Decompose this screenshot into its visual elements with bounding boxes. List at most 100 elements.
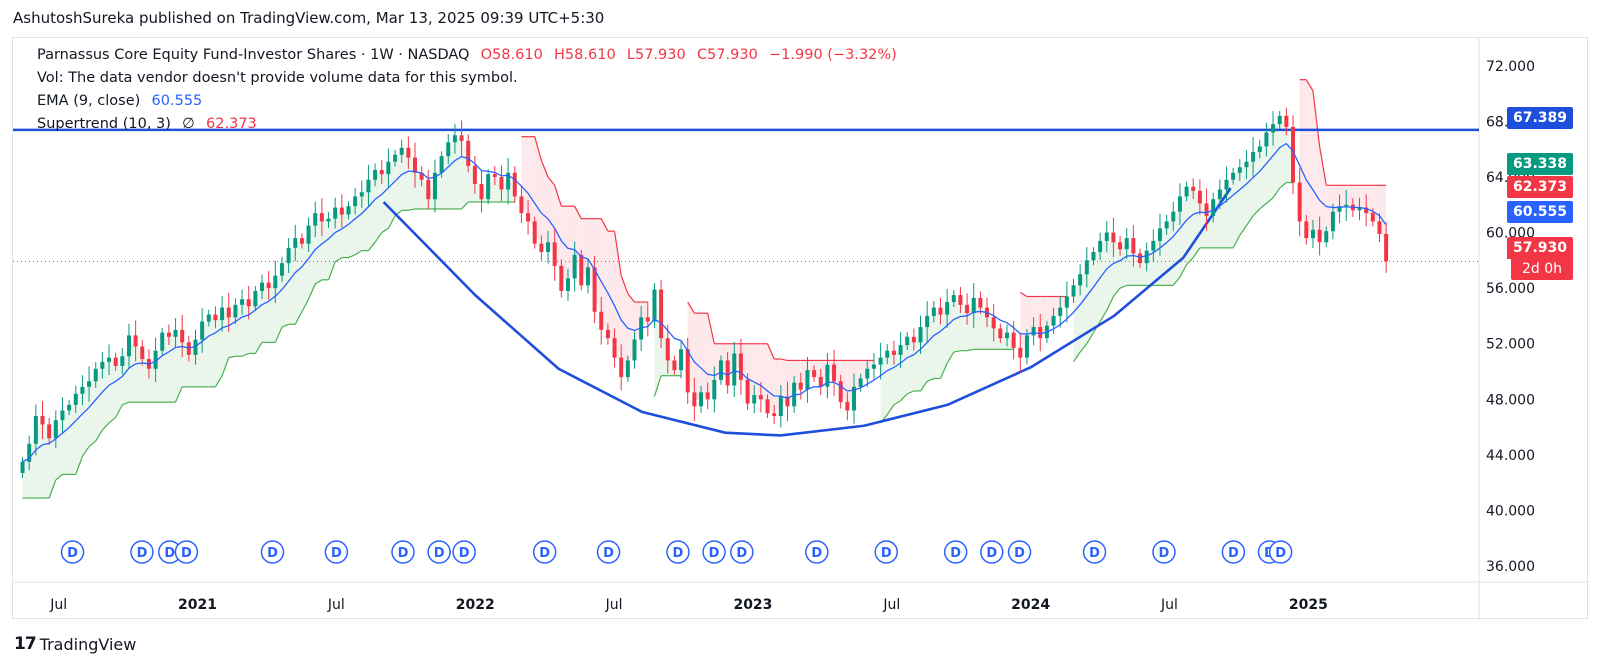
candle-up xyxy=(60,410,65,421)
legend-supertrend-value: 62.373 xyxy=(206,116,257,132)
supertrend-up-line xyxy=(101,422,110,431)
candle-down xyxy=(599,311,604,330)
candle-up xyxy=(253,290,258,307)
supertrend-fill xyxy=(1100,236,1107,322)
footer-brand[interactable]: 17 TradingView xyxy=(14,634,136,654)
supertrend-fill xyxy=(534,136,542,248)
y-tick-label: 52.000 xyxy=(1486,337,1535,353)
resistance-price-tag: 67.389 xyxy=(1506,107,1573,129)
candle-up xyxy=(1224,179,1229,190)
candle-up xyxy=(632,339,637,361)
supertrend-fill xyxy=(115,361,123,418)
candle-up xyxy=(885,350,890,358)
candle-up xyxy=(20,461,25,473)
supertrend-down-line xyxy=(1019,291,1028,298)
supertrend-fill xyxy=(448,138,455,209)
dividend-marker xyxy=(174,540,199,564)
candle-down xyxy=(772,413,777,417)
candle-down xyxy=(226,307,231,318)
supertrend-fill xyxy=(1106,236,1114,311)
candle-down xyxy=(738,353,743,380)
legend-close: C57.930 xyxy=(696,47,758,63)
supertrend-up-line xyxy=(886,404,895,415)
candle-up xyxy=(373,170,378,180)
candle-up xyxy=(1157,228,1162,241)
candle-down xyxy=(1138,253,1143,264)
legend-volume[interactable]: Vol: The data vendor doesn't provide vol… xyxy=(37,70,518,86)
dividend-marker-label: D xyxy=(986,546,997,561)
supertrend-up-line xyxy=(294,311,303,325)
dividend-marker-label: D xyxy=(67,546,78,561)
supertrend-fill xyxy=(262,285,269,343)
candle-up xyxy=(778,396,783,417)
publisher-header: AshutoshSureka published on TradingView.… xyxy=(13,9,605,27)
candle-up xyxy=(160,332,165,351)
dividend-marker-label: D xyxy=(434,546,445,561)
supertrend-fill xyxy=(900,340,908,401)
candle-up xyxy=(652,289,657,322)
dividend-marker xyxy=(805,540,829,564)
supertrend-fill xyxy=(1233,170,1240,248)
candle-down xyxy=(619,357,624,378)
candle-up xyxy=(898,345,903,355)
candle-up xyxy=(87,381,92,387)
candle-up xyxy=(306,225,311,244)
y-tick-label: 56.000 xyxy=(1486,281,1535,297)
supertrend-up-line xyxy=(893,400,901,406)
dividend-marker-label: D xyxy=(881,546,892,561)
candle-up xyxy=(905,336,910,346)
supertrend-up-line xyxy=(1079,343,1088,353)
dividend-marker-label: D xyxy=(673,546,684,561)
candle-up xyxy=(506,172,511,190)
supertrend-down-line xyxy=(780,358,788,362)
candle-down xyxy=(991,317,996,329)
supertrend-fill xyxy=(188,347,196,387)
supertrend-fill xyxy=(341,210,349,258)
supertrend-down-line xyxy=(1312,90,1321,147)
candle-down xyxy=(266,282,271,289)
dividend-marker xyxy=(1007,540,1032,564)
candle-down xyxy=(339,207,344,215)
supertrend-fill xyxy=(1279,119,1287,189)
supertrend-fill xyxy=(1259,139,1267,209)
x-tick-label: 2022 xyxy=(456,597,495,613)
supertrend-down-line xyxy=(766,343,775,360)
supertrend-up-line xyxy=(1112,287,1121,297)
chart-frame[interactable]: 72.00068.00064.00060.00056.00052.00048.0… xyxy=(12,37,1589,620)
supertrend-fill xyxy=(548,176,555,255)
candle-up xyxy=(286,247,291,264)
supertrend-fill xyxy=(1239,164,1247,236)
x-tick-label: 2021 xyxy=(178,597,217,613)
candle-up xyxy=(572,254,577,279)
supertrend-price-tag: 62.373 xyxy=(1506,176,1573,198)
dividend-marker xyxy=(1152,540,1176,564)
candle-down xyxy=(685,349,690,393)
supertrend-fill xyxy=(1319,146,1327,237)
candle-down xyxy=(832,364,837,382)
supertrend-up-line xyxy=(900,393,908,402)
candle-up xyxy=(585,267,590,286)
candle-up xyxy=(1217,189,1222,200)
dividend-marker xyxy=(1221,540,1246,564)
candle-down xyxy=(1384,233,1389,262)
ema-line xyxy=(22,142,1387,463)
supertrend-up-line xyxy=(926,377,935,382)
last-price-tag: 57.930 xyxy=(1506,237,1573,259)
legend-ema-row[interactable]: EMA (9, close) 60.555 xyxy=(37,93,204,109)
candle-up xyxy=(193,339,198,355)
candle-up xyxy=(871,364,876,369)
candle-up xyxy=(1151,240,1156,251)
y-tick-label: 72.000 xyxy=(1486,59,1535,75)
candle-up xyxy=(852,386,856,411)
supertrend-fill xyxy=(148,359,156,403)
ema-price-tag: 60.555 xyxy=(1506,201,1573,223)
legend-symbol[interactable]: Parnassus Core Equity Fund-Investor Shar… xyxy=(37,47,470,63)
candle-up xyxy=(1004,332,1009,339)
supertrend-up-line xyxy=(1259,202,1267,210)
candle-up xyxy=(931,307,936,316)
chart-canvas[interactable]: 72.00068.00064.00060.00056.00052.00048.0… xyxy=(13,38,1589,620)
supertrend-up-line xyxy=(214,375,223,388)
legend-supertrend-row[interactable]: Supertrend (10, 3) ∅ 62.373 xyxy=(37,116,259,132)
candle-down xyxy=(1111,232,1116,243)
dividend-marker-label: D xyxy=(736,546,747,561)
